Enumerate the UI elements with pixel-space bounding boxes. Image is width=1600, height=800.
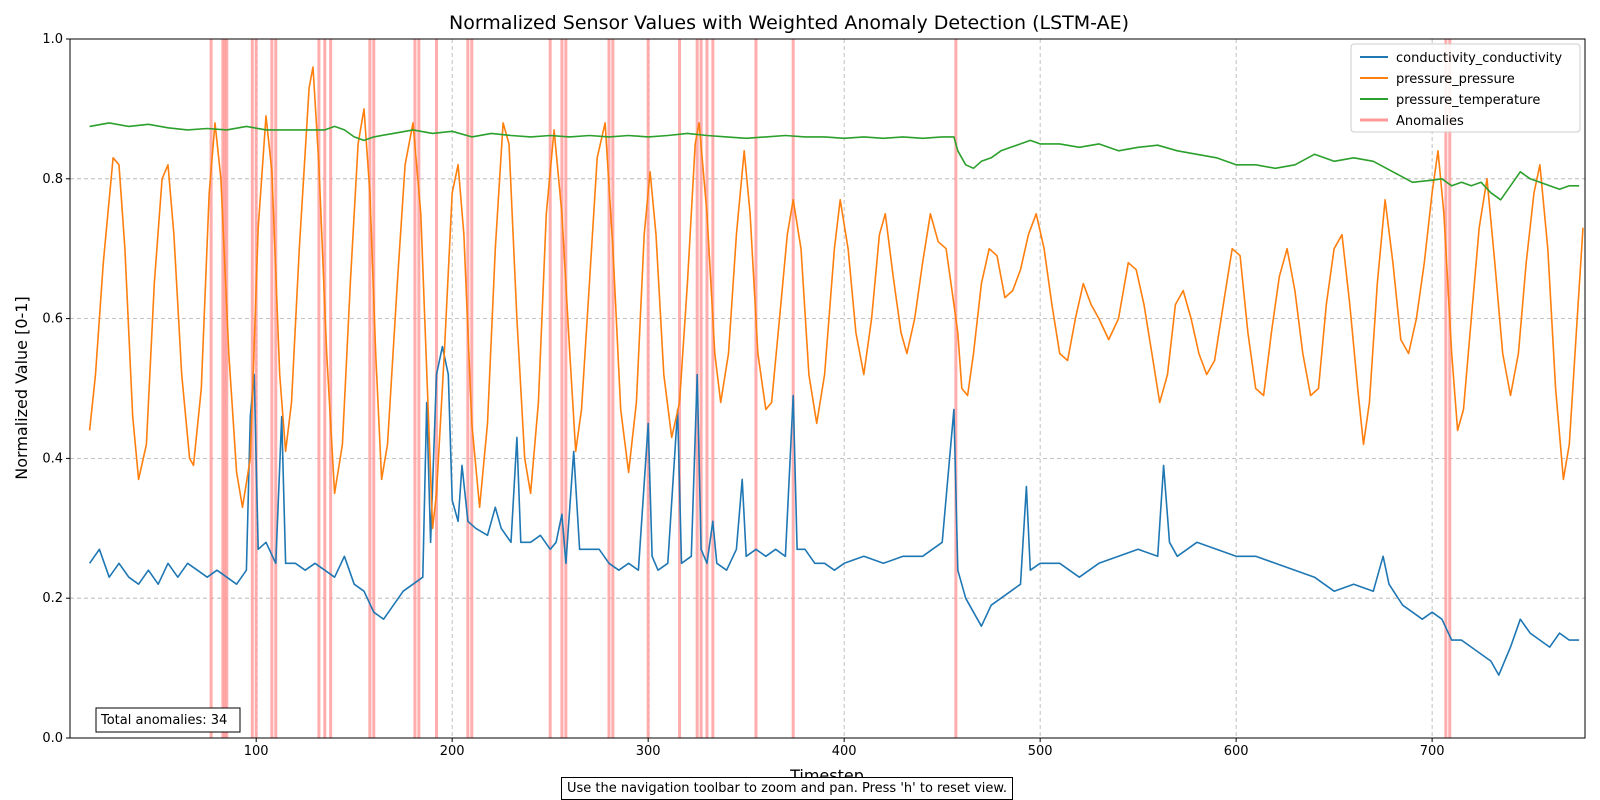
series-line-pressure_pressure: [88, 66, 1584, 530]
y-tick-label-5: 1.0: [42, 32, 63, 47]
y-tick-label-4: 0.8: [42, 172, 63, 187]
x-tick-label-5: 600: [1224, 744, 1249, 759]
y-tick-label-3: 0.6: [42, 312, 63, 327]
x-ticks: 100 200 300 400 500 600 700: [244, 738, 1445, 759]
x-tick-label-2: 300: [636, 744, 661, 759]
x-tick-label-1: 200: [440, 744, 465, 759]
legend: conductivity_conductivity pressure_press…: [1350, 43, 1581, 133]
legend-frame: [1350, 43, 1581, 133]
chart-title: Normalized Sensor Values with Weighted A…: [449, 12, 1129, 34]
anomaly-count-box: Total anomalies: 34: [95, 707, 241, 733]
y-axis-label: Normalized Value [0-1]: [12, 296, 31, 479]
legend-label-temperature: pressure_temperature: [1396, 93, 1540, 108]
anomaly-layer: [209, 39, 1452, 738]
y-tick-label-2: 0.4: [42, 451, 63, 466]
series-line-conductivity_conductivity: [88, 345, 1580, 676]
x-tick-label-0: 100: [244, 744, 269, 759]
anomaly-count-text: Total anomalies: 34: [100, 713, 227, 728]
plot-frame: [69, 38, 1586, 739]
x-tick-label-4: 500: [1028, 744, 1053, 759]
y-tick-label-1: 0.2: [42, 591, 63, 606]
y-tick-label-0: 0.0: [42, 731, 63, 746]
legend-label-pressure: pressure_pressure: [1396, 72, 1515, 87]
legend-label-anomalies: Anomalies: [1396, 114, 1464, 129]
x-tick-label-3: 400: [832, 744, 857, 759]
series-layer: [88, 66, 1584, 676]
legend-label-conductivity: conductivity_conductivity: [1396, 51, 1562, 66]
y-ticks: 0.0 0.2 0.4 0.6 0.8 1.0: [42, 32, 70, 746]
x-tick-label-6: 700: [1420, 744, 1445, 759]
navigation-hint: Use the navigation toolbar to zoom and p…: [561, 777, 1013, 800]
anomaly-count-frame: [95, 707, 241, 733]
series-line-pressure_temperature: [89, 122, 1580, 201]
